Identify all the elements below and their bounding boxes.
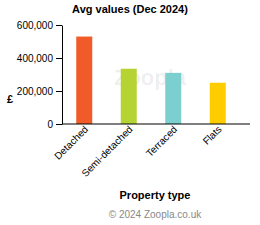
x-tick-label: Detached [52, 124, 90, 162]
y-tick: 400,000 [17, 53, 62, 64]
y-tick-mark [56, 58, 62, 59]
y-tick-label: 600,000 [17, 20, 54, 31]
y-tick-mark [56, 25, 62, 26]
x-axis-title: Property type [120, 189, 191, 201]
x-tick-label: Flats [201, 124, 224, 147]
chart: Avg values (Dec 2024)Zoopla0200,000400,0… [0, 0, 260, 225]
y-axis-line [62, 26, 63, 125]
y-axis-title: £ [7, 93, 13, 105]
y-tick: 200,000 [17, 86, 62, 97]
x-tick: Flats [201, 124, 224, 147]
bars [76, 37, 226, 124]
y-tick-label: 400,000 [17, 53, 54, 64]
bar [121, 69, 137, 124]
x-axis: DetachedSemi-detached Terraced Flats [52, 124, 250, 179]
footer: © 2024 Zoopla.co.uk [109, 209, 202, 220]
y-tick: 0 [47, 119, 62, 130]
x-tick-label: Semi-detached [79, 124, 134, 179]
bar [76, 37, 92, 124]
y-tick-mark [56, 124, 62, 125]
x-tick: Terraced [144, 124, 179, 159]
y-axis: 0 200,000 400,000 600,000 [17, 20, 63, 130]
x-tick-label: Terraced [144, 124, 179, 159]
title: Avg values (Dec 2024) [72, 3, 188, 15]
y-tick-mark [56, 91, 62, 92]
bar [210, 83, 226, 124]
x-axis-line [62, 124, 250, 125]
bar [165, 73, 181, 124]
x-tick: Detached [52, 124, 90, 162]
y-tick-label: 200,000 [17, 86, 54, 97]
x-tick: Semi-detached [79, 124, 134, 179]
y-tick: 600,000 [17, 20, 62, 31]
y-tick-label: 0 [47, 119, 53, 130]
